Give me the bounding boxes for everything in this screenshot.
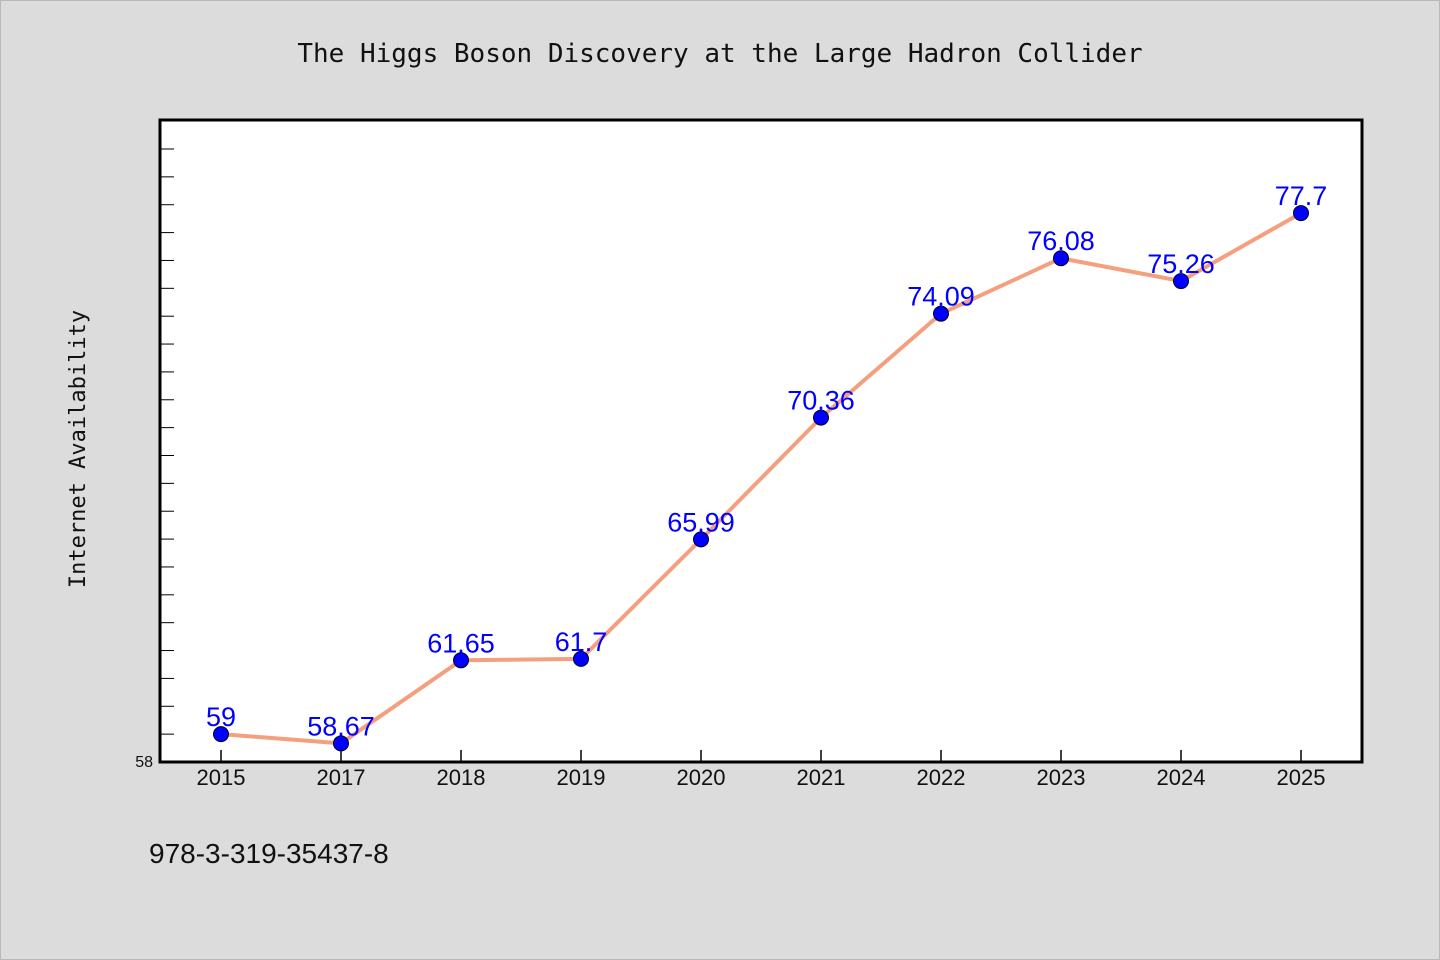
data-point (933, 305, 949, 322)
data-point (333, 735, 349, 752)
data-point (453, 652, 469, 669)
data-point (693, 531, 709, 548)
data-point (1173, 273, 1189, 290)
x-tick-label: 2019 (557, 765, 606, 790)
y-tick-label: 58 (135, 754, 153, 771)
footer-note: 978-3-319-35437-8 (149, 838, 389, 869)
y-axis-ticks (160, 148, 174, 763)
data-label: 70.36 (787, 386, 855, 416)
x-tick-label: 2017 (317, 765, 366, 790)
data-label: 58.67 (307, 711, 375, 741)
y-axis-label: Internet Availability (66, 310, 91, 588)
data-label: 74.09 (907, 282, 975, 312)
x-tick-label: 2025 (1277, 765, 1326, 790)
x-tick-label: 2021 (797, 765, 846, 790)
data-label: 77.7 (1275, 181, 1328, 211)
x-tick-label: 2022 (917, 765, 966, 790)
data-label: 61.7 (555, 627, 608, 657)
data-label: 61.65 (427, 628, 495, 658)
data-label: 75.26 (1147, 249, 1215, 279)
data-point (813, 409, 829, 426)
data-point (213, 726, 229, 743)
x-tick-label: 2018 (437, 765, 486, 790)
series-line (219, 211, 1303, 746)
data-point (1053, 250, 1069, 267)
data-point (573, 650, 589, 667)
series-group: 59 58.67 61.65 61.7 65.99 70.36 74.09 76.08 75.2… (206, 181, 1328, 752)
data-label: 65.99 (667, 507, 735, 537)
x-tick-label: 2020 (677, 765, 726, 790)
x-tick-label: 2015 (197, 765, 246, 790)
data-point (1293, 205, 1309, 222)
x-tick-label: 2023 (1037, 765, 1086, 790)
chart-title: The Higgs Boson Discovery at the Large H… (297, 39, 1142, 69)
x-axis-ticks: 2015 2017 2018 2019 2020 2021 2022 2023 2024 2025 (197, 750, 1326, 790)
plot-area (158, 118, 1364, 764)
data-label: 76.08 (1027, 226, 1095, 256)
data-label: 59 (206, 702, 236, 732)
x-tick-label: 2024 (1157, 765, 1206, 790)
